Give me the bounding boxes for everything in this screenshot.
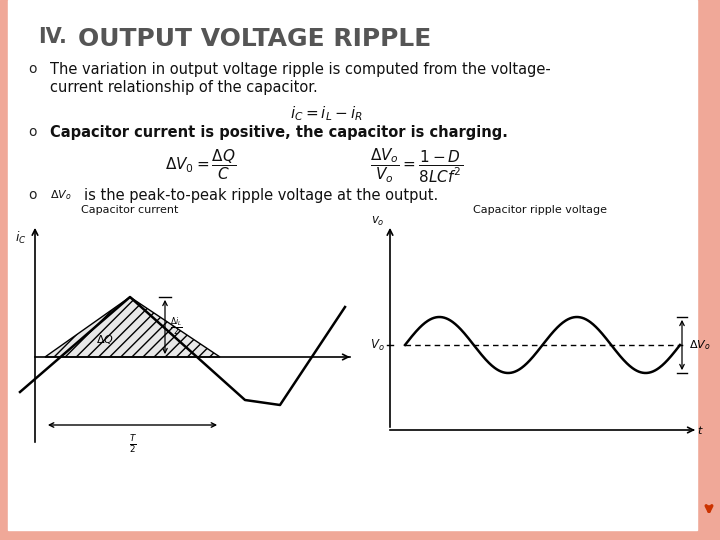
Text: The variation in output voltage ripple is computed from the voltage-: The variation in output voltage ripple i… bbox=[50, 62, 551, 77]
Text: Capacitor current is positive, the capacitor is charging.: Capacitor current is positive, the capac… bbox=[50, 125, 508, 140]
Text: $t$: $t$ bbox=[697, 424, 703, 436]
Text: $\mathit{i}_C = \mathit{i}_L - \mathit{i}_R$: $\mathit{i}_C = \mathit{i}_L - \mathit{i… bbox=[290, 104, 363, 123]
Text: $v_o$: $v_o$ bbox=[372, 215, 385, 228]
Text: $\Delta Q$: $\Delta Q$ bbox=[96, 333, 114, 346]
Text: $V_o$: $V_o$ bbox=[370, 338, 385, 353]
Text: IV.: IV. bbox=[38, 27, 67, 47]
Text: is the peak-to-peak ripple voltage at the output.: is the peak-to-peak ripple voltage at th… bbox=[84, 188, 438, 203]
Text: $\Delta V_o$: $\Delta V_o$ bbox=[689, 338, 711, 352]
Bar bbox=[0, 0, 8, 540]
Text: $i_C$: $i_C$ bbox=[15, 230, 27, 246]
Text: $\Delta V_0 = \dfrac{\Delta Q}{C}$: $\Delta V_0 = \dfrac{\Delta Q}{C}$ bbox=[165, 147, 236, 182]
Text: $\Delta V_o$: $\Delta V_o$ bbox=[50, 188, 71, 202]
Bar bbox=[697, 0, 720, 540]
Text: $\frac{\Delta i_L}{2}$: $\frac{\Delta i_L}{2}$ bbox=[170, 316, 183, 339]
Text: o: o bbox=[28, 62, 37, 76]
Text: Capacitor current: Capacitor current bbox=[81, 205, 179, 215]
Text: Capacitor ripple voltage: Capacitor ripple voltage bbox=[473, 205, 607, 215]
Text: o: o bbox=[28, 125, 37, 139]
Text: $\frac{T}{2}$: $\frac{T}{2}$ bbox=[129, 433, 137, 455]
Text: o: o bbox=[28, 188, 37, 202]
Text: $\dfrac{\Delta V_o}{V_o} = \dfrac{1-D}{8LCf^2}$: $\dfrac{\Delta V_o}{V_o} = \dfrac{1-D}{8… bbox=[370, 147, 463, 185]
Bar bbox=[0, 530, 720, 540]
Polygon shape bbox=[45, 297, 220, 357]
Text: OUTPUT VOLTAGE RIPPLE: OUTPUT VOLTAGE RIPPLE bbox=[78, 27, 431, 51]
Text: current relationship of the capacitor.: current relationship of the capacitor. bbox=[50, 80, 318, 95]
